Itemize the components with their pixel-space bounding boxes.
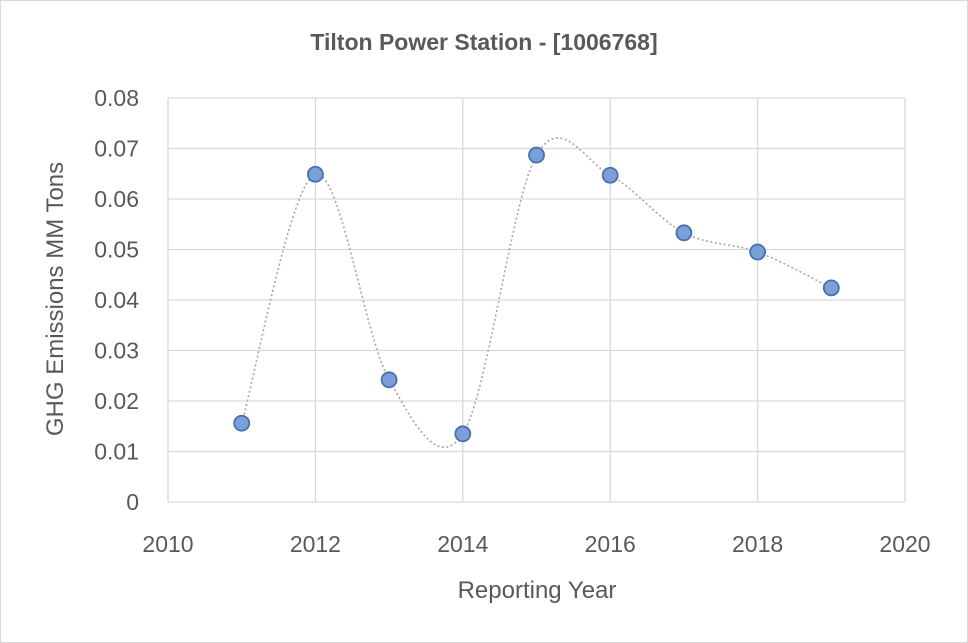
data-point xyxy=(675,224,693,242)
data-points xyxy=(233,146,840,443)
data-point xyxy=(601,166,619,184)
y-tick-label: 0.04 xyxy=(94,287,139,313)
x-tick-label: 2018 xyxy=(732,531,783,557)
y-tick-label: 0.07 xyxy=(94,136,139,162)
data-point xyxy=(454,425,472,443)
x-tick-label: 2020 xyxy=(879,531,930,557)
grid-layer xyxy=(167,97,906,503)
x-tick-label: 2014 xyxy=(437,531,488,557)
chart-title: Tilton Power Station - [1006768] xyxy=(310,29,657,55)
x-tick-label: 2016 xyxy=(585,531,636,557)
y-tick-labels: 0 0.01 0.02 0.03 0.04 0.05 0.06 0.07 0.08 xyxy=(94,85,139,515)
data-point xyxy=(380,371,398,389)
y-tick-label: 0.06 xyxy=(94,186,139,212)
y-axis-label: GHG Emissions MM Tons xyxy=(42,162,69,436)
x-axis-label: Reporting Year xyxy=(458,577,617,604)
data-point xyxy=(528,146,545,164)
y-tick-label: 0.08 xyxy=(94,85,139,111)
y-tick-label: 0.03 xyxy=(94,338,139,364)
y-tick-label: 0 xyxy=(126,489,139,515)
y-tick-label: 0.01 xyxy=(94,439,139,465)
data-point xyxy=(822,279,840,297)
x-tick-label: 2010 xyxy=(142,531,193,557)
data-point xyxy=(233,414,251,432)
data-point xyxy=(306,165,324,183)
x-tick-labels: 2010 2012 2014 2016 2018 2020 xyxy=(142,531,930,557)
y-tick-label: 0.05 xyxy=(94,237,139,263)
y-tick-label: 0.02 xyxy=(94,388,139,414)
data-point xyxy=(749,243,766,261)
x-tick-label: 2012 xyxy=(290,531,341,557)
